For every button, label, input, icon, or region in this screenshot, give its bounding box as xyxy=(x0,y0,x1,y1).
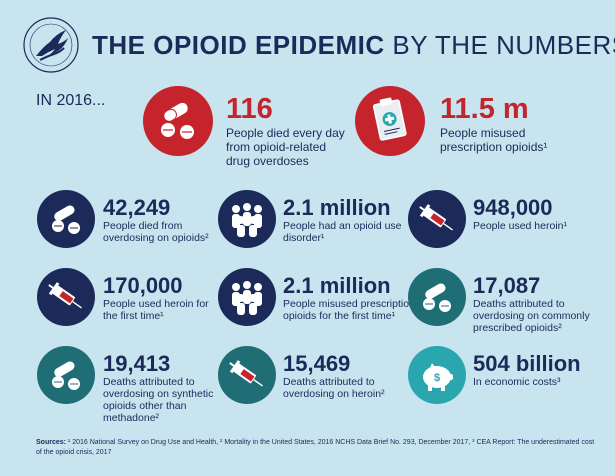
description-line: People misused prescription xyxy=(283,298,415,310)
syringe-icon xyxy=(229,360,263,387)
stat-value: 2.1 million xyxy=(283,273,391,298)
highlight-circle xyxy=(355,86,425,156)
stat-circle: $ xyxy=(408,346,466,404)
syringe-icon xyxy=(48,282,82,309)
description-line: Deaths attributed to xyxy=(283,376,375,388)
description-line: methadone² xyxy=(103,412,160,424)
stat-circle xyxy=(37,268,95,326)
stat-description: People misused prescription opioids for … xyxy=(283,298,415,322)
title-bold: THE OPIOID EPIDEMIC xyxy=(92,30,385,60)
stat-value: 170,000 xyxy=(103,273,183,298)
stat-description: People died from overdosing on opioids² xyxy=(103,220,209,244)
people-group-icon xyxy=(232,281,262,315)
stat-circle xyxy=(408,190,466,248)
pills-icon xyxy=(52,361,80,390)
description-line: In economic costs³ xyxy=(473,376,561,388)
description-line: People died every day xyxy=(226,126,345,140)
description-line: prescribed opioids² xyxy=(473,322,562,334)
description-line: People used heroin¹ xyxy=(473,220,567,232)
highlight-circle xyxy=(143,86,213,156)
description-line: Deaths attributed to xyxy=(473,298,565,310)
page-title: THE OPIOID EPIDEMIC BY THE NUMBERS xyxy=(92,30,615,61)
title-rest: BY THE NUMBERS xyxy=(392,30,615,60)
stat-description: Deaths attributed to overdosing on synth… xyxy=(103,376,213,424)
description-line: from opioid-related xyxy=(226,140,327,154)
highlight-description: People misused prescription opioids¹ xyxy=(440,126,547,154)
stat-circle xyxy=(37,190,95,248)
highlight-description: People died every day from opioid-relate… xyxy=(226,126,345,168)
description-line: People used heroin for xyxy=(103,298,209,310)
pills-icon xyxy=(423,283,451,312)
stat-description: People had an opioid use disorder¹ xyxy=(283,220,402,244)
stat-value: 504 billion xyxy=(473,351,581,376)
prescription-clipboard-icon xyxy=(372,97,407,141)
people-group-icon xyxy=(232,203,262,237)
sources-footnote: Sources: ¹ 2016 National Survey on Drug … xyxy=(36,438,596,458)
description-line: opioids other than xyxy=(103,400,187,412)
description-line: disorder¹ xyxy=(283,232,325,244)
description-line: Deaths attributed to xyxy=(103,376,195,388)
description-line: People died from xyxy=(103,220,183,232)
description-line: overdosing on commonly xyxy=(473,310,590,322)
highlight-value: 116 xyxy=(226,93,273,125)
stat-value: 2.1 million xyxy=(283,195,391,220)
sources-label: Sources: xyxy=(36,439,66,446)
stat-description: People used heroin for the first time¹ xyxy=(103,298,209,322)
stat-circle xyxy=(408,268,466,326)
stat-circle xyxy=(37,346,95,404)
description-line: prescription opioids¹ xyxy=(440,140,548,154)
highlight-value: 11.5 m xyxy=(440,93,529,125)
description-line: overdosing on synthetic xyxy=(103,388,214,400)
description-line: People misused xyxy=(440,126,526,140)
stat-description: Deaths attributed to overdosing on heroi… xyxy=(283,376,385,400)
stat-description: In economic costs³ xyxy=(473,376,561,388)
description-line: overdosing on heroin² xyxy=(283,388,385,400)
year-label: IN 2016... xyxy=(36,92,106,109)
eagle-seal-logo xyxy=(23,17,79,73)
description-line: the first time¹ xyxy=(103,310,164,322)
stat-value: 17,087 xyxy=(473,273,541,298)
pills-icon xyxy=(52,205,80,234)
stat-circle xyxy=(218,190,276,248)
stat-description: Deaths attributed to overdosing on commo… xyxy=(473,298,590,334)
stat-description: People used heroin¹ xyxy=(473,220,567,232)
stat-value: 42,249 xyxy=(103,195,171,220)
syringe-icon xyxy=(419,204,453,231)
stat-value: 948,000 xyxy=(473,195,553,220)
stat-circle xyxy=(218,346,276,404)
description-line: overdosing on opioids² xyxy=(103,232,209,244)
pills-icon xyxy=(161,102,194,139)
svg-text:$: $ xyxy=(434,372,440,384)
description-line: People had an opioid use xyxy=(283,220,402,232)
description-line: drug overdoses xyxy=(226,154,309,168)
piggy-bank-icon: $ xyxy=(423,363,453,391)
stat-circle xyxy=(218,268,276,326)
stat-value: 15,469 xyxy=(283,351,351,376)
stat-value: 19,413 xyxy=(103,351,171,376)
sources-text: ¹ 2016 National Survey on Drug Use and H… xyxy=(36,439,595,456)
description-line: opioids for the first time¹ xyxy=(283,310,396,322)
